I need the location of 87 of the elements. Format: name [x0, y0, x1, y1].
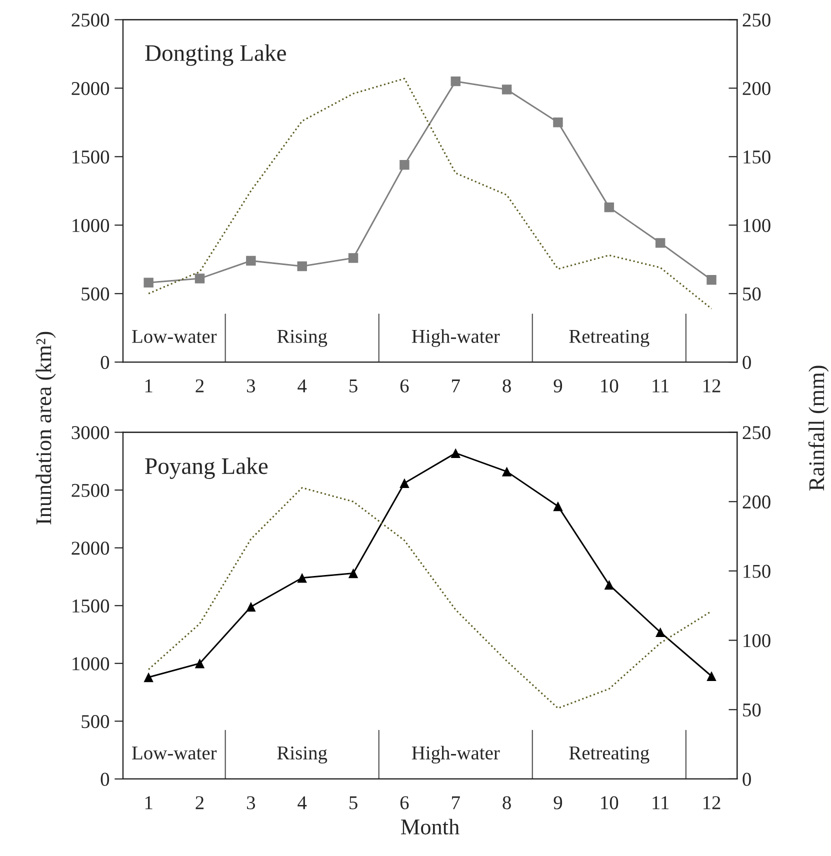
x-tick-label: 1: [145, 796, 152, 810]
x-tick-label: 6: [400, 379, 409, 392]
x-tick-label: 9: [554, 796, 562, 810]
x-tick-label: 8: [502, 379, 511, 392]
x-tick-label: 11: [652, 379, 669, 392]
y2-tick-label: 50: [743, 287, 761, 301]
x-tick-label: 6: [400, 796, 409, 810]
annotation: Rising: [277, 746, 328, 764]
y2-tick-label: 200: [742, 495, 770, 509]
annotation: Low-water: [132, 330, 217, 343]
y2-tick-label: 250: [742, 426, 770, 440]
text: Poyang Lake: [145, 458, 268, 479]
y2-tick-label: 50: [743, 703, 761, 717]
x-tick-label: 5: [350, 380, 358, 392]
y-tick-label: 2000: [72, 542, 110, 555]
x-tick-label: 10: [601, 379, 618, 392]
point: [144, 672, 154, 682]
y-tick-label: 2500: [72, 14, 110, 27]
point: [655, 238, 666, 248]
point: [604, 580, 614, 590]
y-tick-label: 500: [82, 714, 110, 728]
y2-tick-label: 100: [744, 634, 770, 648]
point: [655, 627, 666, 638]
point: [297, 573, 307, 583]
y2-tick-label: 150: [744, 150, 770, 164]
x-tick-label: 7: [452, 796, 460, 810]
annotation: Retreating: [569, 330, 650, 347]
point: [297, 261, 307, 272]
x-tick-label: 10: [601, 796, 618, 810]
x-tick-label: 3: [246, 379, 256, 392]
point: [604, 202, 614, 212]
x-tick-label: 11: [652, 796, 669, 810]
x-tick-label: 12: [703, 379, 720, 392]
x-tick-label: 4: [298, 379, 307, 392]
annotation: Retreating: [569, 746, 650, 764]
x-tick-label: 1: [145, 379, 152, 392]
annotation: High-water: [412, 746, 500, 764]
x-tick-label: 8: [502, 796, 511, 810]
y-tick-label: 2500: [72, 484, 110, 497]
point: [553, 118, 563, 128]
x-tick-label: 3: [246, 796, 256, 810]
x-tick-label: 2: [196, 379, 204, 392]
y2-tick-label: 250: [742, 14, 770, 27]
y-tick-label: 1000: [72, 218, 110, 232]
y2-tick-label: 200: [742, 82, 770, 96]
y-tick-label: 1500: [72, 150, 110, 164]
annotation: Low-water: [132, 746, 217, 760]
line-series: [148, 486, 712, 709]
point: [450, 76, 460, 86]
point: [194, 274, 205, 284]
x-tick-label: 4: [298, 796, 307, 810]
y-tick-label: 0: [100, 772, 110, 786]
x-tick-label: 5: [350, 796, 358, 810]
y-tick-label: 3000: [72, 426, 110, 440]
y-tick-label: 2000: [72, 82, 110, 96]
y-tick-label: 500: [82, 287, 110, 301]
point: [553, 501, 563, 512]
point: [348, 253, 358, 263]
y-tick-label: 0: [100, 356, 110, 370]
y-tick-label: 1000: [72, 657, 110, 670]
point: [246, 602, 256, 612]
x-tick-label: 12: [703, 796, 720, 810]
y2-tick-label: 100: [744, 218, 770, 232]
x-tick-label: 7: [452, 380, 460, 392]
point: [502, 84, 512, 94]
annotation: Rising: [277, 330, 328, 347]
y-tick-label: 1500: [72, 599, 110, 613]
x-axis-title: Month: [401, 818, 460, 834]
point: [144, 278, 154, 288]
point: [194, 658, 205, 668]
point: [706, 275, 716, 285]
y2-axis-title: Rainfall (mm): [808, 366, 829, 491]
point: [502, 466, 512, 476]
annotation: High-water: [412, 329, 500, 347]
x-tick-label: 2: [196, 796, 204, 810]
point: [348, 568, 358, 578]
text: Dongting Lake: [145, 44, 286, 66]
y2-tick-label: 0: [742, 772, 751, 786]
point: [450, 448, 460, 458]
y2-tick-label: 150: [744, 564, 770, 578]
point: [706, 671, 716, 681]
y2-tick-label: 0: [742, 356, 751, 370]
point: [246, 256, 256, 266]
point: [400, 478, 410, 488]
x-tick-label: 9: [554, 379, 562, 392]
point: [400, 160, 410, 170]
y-axis-title: Inundation area (km²): [36, 332, 56, 524]
